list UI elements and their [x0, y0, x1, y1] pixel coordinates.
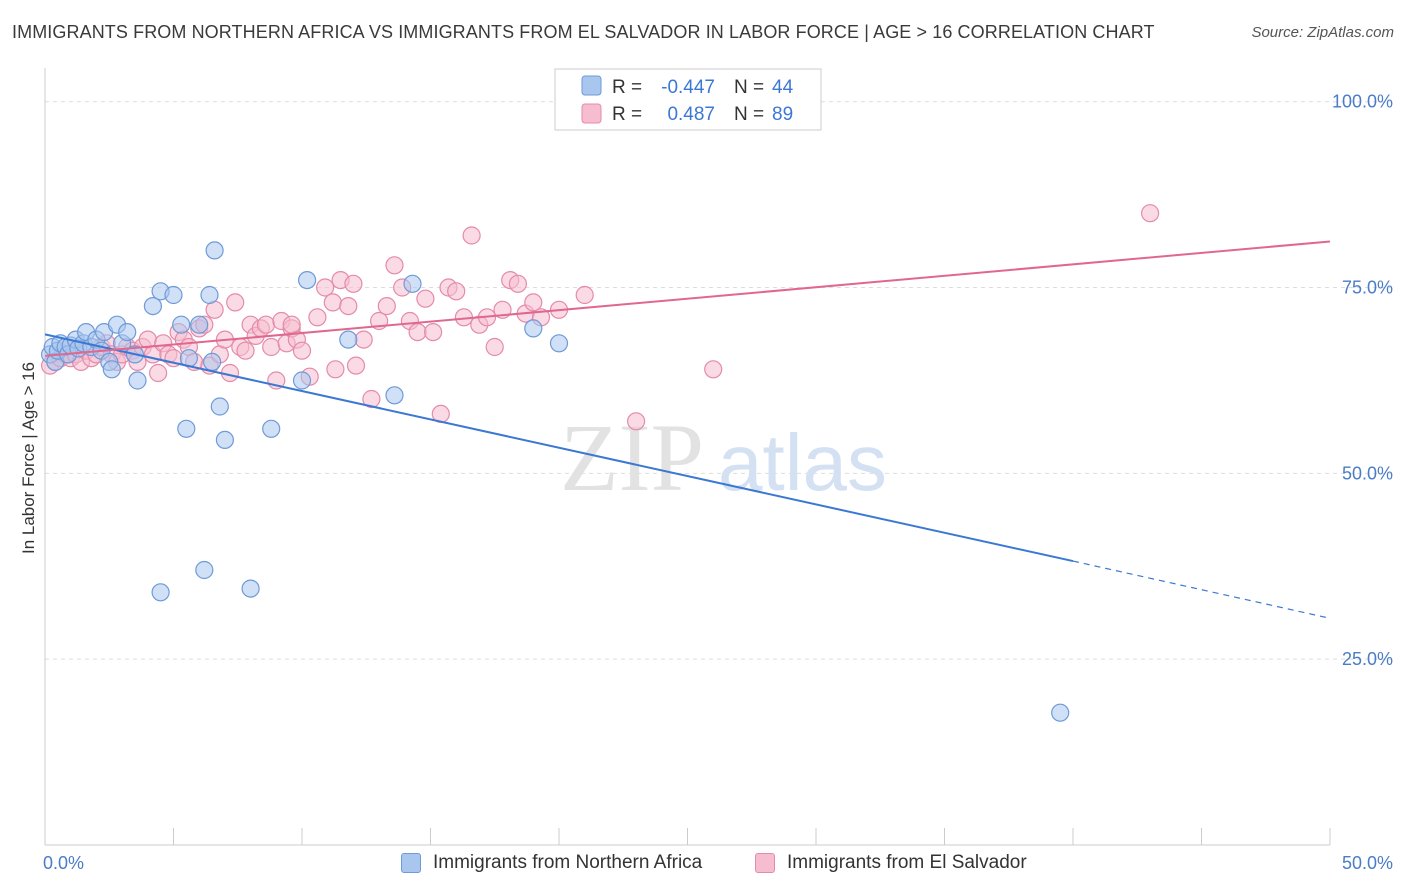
el-salvador-point-21	[149, 363, 168, 383]
legend-r-value-1: -0.447	[661, 77, 715, 98]
y-tick-label-100: 100.0%	[1332, 92, 1393, 112]
northern-africa-point-30	[195, 560, 214, 580]
el-salvador-point-65	[416, 289, 435, 308]
northern-africa-point-42	[549, 334, 569, 353]
legend-swatch-blue	[581, 75, 602, 96]
el-salvador-point-52	[316, 278, 335, 297]
el-salvador-point-56	[346, 356, 366, 375]
el-salvador-point-84	[704, 360, 723, 379]
northern-africa-point-22	[128, 371, 147, 390]
el-salvador-point-71	[462, 226, 481, 245]
el-salvador-point-61	[385, 256, 404, 275]
legend-box: R = -0.447 N = 44 R = 0.487 N = 89	[554, 68, 822, 131]
el-salvador-point-57	[354, 330, 373, 349]
northern-africa-point-17	[102, 360, 121, 379]
el-salvador-point-86	[344, 274, 363, 293]
northern-africa-point-39	[385, 386, 404, 405]
y-axis-label: In Labor Force | Age > 16	[19, 362, 38, 554]
legend-swatch-el-salvador	[755, 853, 775, 873]
northern-africa-point-36	[262, 419, 281, 438]
trend-line-northern-africa-extension	[1072, 560, 1331, 619]
el-salvador-point-58	[362, 389, 381, 409]
northern-africa-point-40	[403, 274, 422, 293]
legend-n-label-1: N =	[734, 77, 764, 98]
legend-r-label-1: R =	[612, 77, 642, 98]
el-salvador-point-66	[424, 323, 443, 342]
axes	[44, 68, 1331, 846]
bottom-legend-item-el-salvador: Immigrants from El Salvador	[755, 852, 1027, 874]
y-tick-label-25: 25.0%	[1342, 649, 1393, 669]
chart-title: IMMIGRANTS FROM NORTHERN AFRICA VS IMMIG…	[12, 22, 1155, 42]
northern-africa-point-29	[190, 315, 209, 334]
northern-africa-point-27	[177, 419, 196, 438]
northern-africa-point-26	[172, 315, 191, 334]
el-salvador-point-87	[282, 315, 301, 334]
legend-n-label-2: N =	[734, 104, 764, 125]
x-tick-label-start: 0.0%	[43, 853, 84, 873]
northern-africa-point-44	[151, 583, 170, 602]
northern-africa-point-25	[164, 285, 183, 305]
el-salvador-point-83	[626, 412, 646, 431]
el-salvador-point-79	[524, 293, 543, 312]
el-salvador-point-64	[408, 323, 427, 342]
el-salvador-point-77	[508, 274, 528, 293]
northern-africa-point-41	[524, 319, 543, 338]
el-salvador-point-51	[308, 308, 327, 327]
legend-r-label-2: R =	[612, 104, 642, 125]
grid-lines	[45, 101, 1392, 660]
northern-africa-point-46	[292, 371, 312, 390]
y-tick-label-50: 50.0%	[1342, 463, 1393, 483]
northern-africa-point-35	[215, 430, 234, 449]
el-salvador-point-42	[256, 315, 276, 334]
legend-n-value-1: 44	[772, 77, 794, 98]
el-salvador-point-53	[323, 293, 342, 312]
el-salvador-point-43	[262, 337, 281, 357]
el-salvador-point-82	[575, 285, 594, 305]
tick-labels: 25.0% 50.0% 75.0% 100.0% 0.0% 50.0%	[43, 92, 1393, 873]
northern-africa-point-43	[1051, 703, 1070, 722]
trend-line-el-salvador	[44, 240, 1331, 357]
northern-africa-point-32	[203, 352, 222, 371]
source-label: Source: ZipAtlas.com	[1251, 24, 1394, 41]
northern-africa-point-23	[143, 297, 162, 316]
el-salvador-point-74	[485, 337, 504, 357]
watermark-atlas: atlas	[718, 418, 887, 507]
legend-r-value-2: 0.487	[667, 104, 715, 125]
legend-swatch-pink	[581, 103, 602, 124]
el-salvador-point-49	[292, 341, 312, 360]
el-salvador-point-36	[226, 293, 245, 312]
northern-africa-point-37	[298, 271, 317, 290]
x-tick-label-end: 50.0%	[1342, 853, 1393, 873]
bottom-legend: Immigrants from Northern Africa Immigran…	[0, 852, 1406, 878]
el-salvador-point-38	[236, 341, 255, 360]
northern-africa-point-34	[210, 397, 229, 416]
bottom-legend-label-el-salvador: Immigrants from El Salvador	[787, 852, 1027, 873]
bottom-legend-label-northern-africa: Immigrants from Northern Africa	[433, 852, 703, 873]
northern-africa-point-33	[205, 241, 224, 260]
northern-africa-point-31	[200, 285, 219, 305]
el-salvador-point-60	[377, 297, 396, 316]
trend-lines	[44, 240, 1331, 619]
y-tick-label-75: 75.0%	[1342, 278, 1393, 298]
el-salvador-point-88	[326, 360, 345, 379]
legend-swatch-northern-africa	[401, 853, 421, 873]
northern-africa-point-20	[118, 323, 137, 342]
legend-n-value-2: 89	[772, 104, 793, 125]
el-salvador-point-55	[339, 297, 358, 316]
el-salvador-point-69	[447, 282, 466, 301]
el-salvador-point-85	[1140, 204, 1160, 223]
bottom-legend-item-northern-africa: Immigrants from Northern Africa	[401, 852, 702, 874]
northern-africa-point-45	[241, 579, 260, 598]
series-el-salvador-points	[40, 204, 1160, 431]
trend-line-northern-africa	[44, 333, 1074, 563]
northern-africa-point-38	[339, 330, 358, 349]
